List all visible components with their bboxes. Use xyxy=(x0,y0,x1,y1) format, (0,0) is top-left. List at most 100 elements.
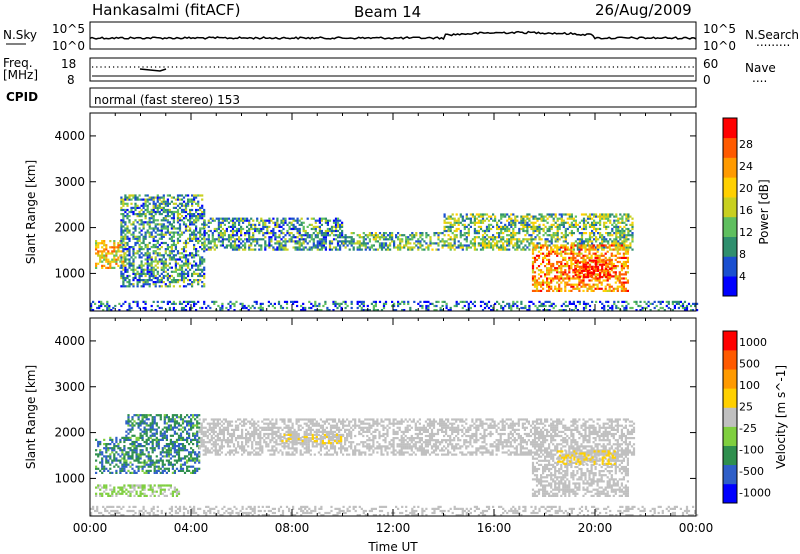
echo-cell xyxy=(419,234,422,237)
echo-cell xyxy=(372,306,375,310)
echo-cell xyxy=(479,304,483,308)
echo-cell xyxy=(550,265,553,268)
echo-cell xyxy=(246,217,249,220)
echo-cell xyxy=(362,302,365,305)
echo-cell xyxy=(169,440,172,444)
echo-cell xyxy=(364,238,367,241)
echo-cell xyxy=(282,227,285,231)
echo-cell xyxy=(568,283,571,286)
echo-cell xyxy=(356,234,359,237)
echo-cell xyxy=(318,244,321,247)
echo-cell xyxy=(609,213,612,216)
echo-cell xyxy=(168,215,171,218)
echo-cell xyxy=(550,246,553,249)
echo-cell xyxy=(132,258,135,261)
echo-cell xyxy=(621,240,624,243)
echo-cell xyxy=(173,418,176,421)
echo-cell xyxy=(366,304,369,308)
echo-cell xyxy=(304,240,307,243)
echo-cell xyxy=(537,281,541,284)
echo-cell xyxy=(447,309,450,312)
echo-cell xyxy=(574,265,577,268)
echo-cell xyxy=(111,440,114,444)
echo-cell xyxy=(254,248,257,251)
echo-cell xyxy=(211,217,214,220)
echo-cell xyxy=(101,453,104,456)
echo-cell xyxy=(280,246,283,249)
echo-cell xyxy=(572,232,575,235)
echo-cell xyxy=(145,422,148,425)
echo-cell xyxy=(584,246,587,249)
echo-cell xyxy=(107,469,110,472)
echo-cell xyxy=(189,268,192,271)
echo-cell xyxy=(607,217,610,220)
echo-cell xyxy=(393,246,396,249)
echo-cell xyxy=(115,445,118,448)
echo-cell xyxy=(607,304,610,308)
echo-cell xyxy=(174,198,177,201)
echo-cell xyxy=(134,194,137,197)
echo-cell xyxy=(138,239,141,242)
echo-cell xyxy=(590,256,593,259)
echo-cell xyxy=(524,215,527,218)
echo-cell xyxy=(616,246,619,249)
echo-cell xyxy=(240,234,243,237)
echo-cell xyxy=(159,467,162,470)
echo-cell xyxy=(107,258,110,261)
echo-cell xyxy=(601,213,604,216)
echo-cell xyxy=(195,233,198,236)
echo-cell xyxy=(455,229,458,233)
echo-cell xyxy=(136,304,139,308)
echo-cell xyxy=(522,229,525,233)
echo-cell xyxy=(401,240,404,243)
echo-cell xyxy=(120,200,123,203)
echo-cell xyxy=(623,240,626,243)
echo-cell xyxy=(485,302,489,305)
echo-cell xyxy=(372,234,375,237)
echo-cell xyxy=(233,221,237,224)
echo-cell xyxy=(481,244,485,247)
echo-cell xyxy=(136,266,139,269)
echo-cell xyxy=(605,238,608,241)
echo-cell xyxy=(318,229,321,233)
echo-cell xyxy=(374,302,377,305)
echo-cell xyxy=(339,236,342,239)
echo-cell xyxy=(576,271,579,274)
echo-cell xyxy=(101,463,104,466)
echo-cell xyxy=(176,215,180,218)
echo-cell xyxy=(163,445,166,448)
echo-cell xyxy=(427,244,430,247)
echo-cell xyxy=(225,306,228,310)
echo-cell xyxy=(103,258,106,261)
echo-cell xyxy=(105,244,108,247)
echo-cell xyxy=(215,227,218,231)
echo-cell xyxy=(177,451,181,454)
echo-cell xyxy=(240,217,243,220)
echo-cell xyxy=(144,254,147,257)
echo-cell xyxy=(180,302,184,305)
echo-cell xyxy=(197,279,200,282)
echo-cell xyxy=(467,244,470,247)
echo-cell xyxy=(137,461,140,464)
echo-cell xyxy=(548,227,551,231)
echo-cell xyxy=(191,274,194,278)
echo-cell xyxy=(342,242,345,245)
echo-cell xyxy=(591,223,594,226)
echo-cell xyxy=(158,274,161,278)
echo-cell xyxy=(175,461,179,464)
echo-cell xyxy=(203,240,206,243)
echo-cell xyxy=(615,213,618,216)
echo-cell xyxy=(572,309,575,312)
echo-cell xyxy=(597,215,600,218)
echo-cell xyxy=(195,309,198,312)
echo-cell xyxy=(580,275,583,278)
echo-cell xyxy=(101,471,104,474)
echo-cell xyxy=(544,265,547,268)
echo-cell xyxy=(586,271,590,275)
echo-cell xyxy=(182,248,186,251)
echo-cell xyxy=(129,449,132,452)
echo-cell xyxy=(229,246,233,249)
echo-cell xyxy=(164,260,167,263)
echo-cell xyxy=(240,238,243,241)
echo-cell xyxy=(191,281,194,284)
